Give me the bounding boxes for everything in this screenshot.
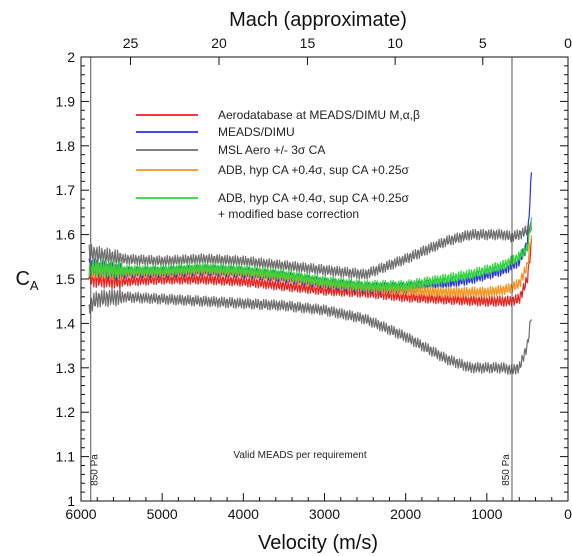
y-tick-label: 2 [67, 49, 75, 65]
mach-tick-label: 5 [479, 35, 487, 51]
y-axis-title-main: C [15, 268, 29, 290]
y-axis-title-subscript: A [30, 278, 39, 293]
y-tick-label: 1 [67, 493, 75, 509]
y-tick-label: 1.3 [56, 360, 76, 376]
pressure-line-label-1: 850 Pa [501, 454, 512, 486]
mach-axis-title: Mach (approximate) [229, 9, 407, 31]
mach-tick-label: 15 [300, 35, 316, 51]
series-line-5 [88, 217, 533, 292]
y-tick-label: 1.4 [56, 315, 76, 331]
legend-label-3: ADB, hyp CA +0.4σ, sup CA +0.25σ [218, 163, 410, 177]
y-tick-label: 1.1 [56, 449, 76, 465]
y-tick-label: 1.2 [56, 404, 76, 420]
mach-tick-label: 10 [387, 35, 403, 51]
mach-tick-label: 20 [211, 35, 227, 51]
x-tick-label: 5000 [147, 506, 178, 522]
x-tick-label: 0 [564, 506, 572, 522]
legend-label-0: Aerodatabase at MEADS/DIMU M,α,β [218, 108, 420, 122]
x-tick-label: 6000 [65, 506, 96, 522]
y-tick-label: 1.6 [56, 227, 76, 243]
axes: 850 Pa 850 Pa 6000 5000 4000 3000 2000 1000 0 1 1.… [56, 35, 572, 522]
pressure-line-label-0: 850 Pa [90, 454, 101, 486]
y-axis-title: CA [15, 268, 38, 293]
series-line-2 [88, 221, 533, 280]
legend-label-4-line2: + modified base correction [218, 207, 359, 221]
y-tick-label: 1.9 [56, 93, 76, 109]
y-tick-label: 1.5 [56, 271, 76, 287]
x-tick-label: 3000 [309, 506, 340, 522]
legend-label-1: MEADS/DIMU [218, 125, 295, 139]
y-tick-label: 1.8 [56, 138, 76, 154]
mach-tick-label: 25 [123, 35, 139, 51]
legend: Aerodatabase at MEADS/DIMU M,α,β MEADS/DI… [136, 108, 420, 221]
legend-label-4: ADB, hyp CA +0.4σ, sup CA +0.25σ [218, 191, 410, 205]
series-line-3 [88, 287, 533, 376]
valid-meads-annotation: Valid MEADS per requirement [233, 450, 366, 461]
plot-marks [88, 172, 533, 376]
legend-label-2: MSL Aero +/- 3σ CA [218, 143, 325, 157]
mach-tick-label: 0 [564, 35, 572, 51]
x-tick-label: 1000 [471, 506, 502, 522]
x-axis-title: Velocity (m/s) [258, 532, 378, 554]
x-tick-label: 2000 [390, 506, 421, 522]
x-tick-label: 4000 [228, 506, 259, 522]
y-tick-label: 1.7 [56, 182, 76, 198]
